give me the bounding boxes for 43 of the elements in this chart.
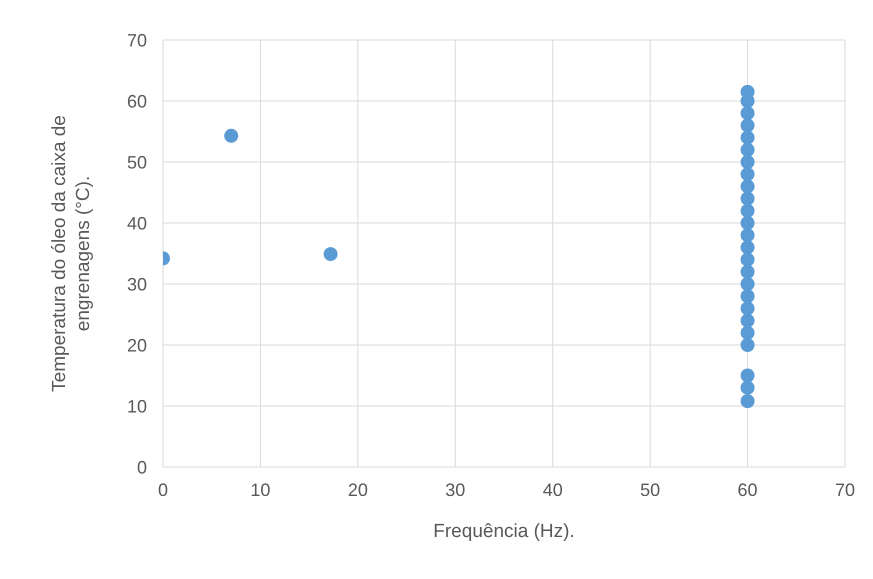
- point: [740, 380, 755, 395]
- x-tick-label: 60: [738, 480, 758, 500]
- point: [740, 326, 755, 340]
- point: [740, 130, 755, 145]
- y-tick-label: 10: [126, 396, 147, 416]
- y-tick-label: 40: [126, 213, 147, 234]
- point: [740, 179, 755, 194]
- x-tick-label: 20: [348, 480, 368, 500]
- point: [740, 167, 755, 182]
- point: [740, 394, 755, 408]
- point: [740, 264, 755, 279]
- point: [740, 252, 755, 267]
- x-tick-label: 0: [158, 480, 168, 500]
- y-tick-label: 30: [126, 274, 147, 294]
- y-tick-label: 50: [126, 152, 147, 172]
- y-tick-label: 20: [126, 335, 147, 356]
- point: [224, 128, 238, 143]
- y-axis-title: Temperatura do óleo da caixa de engrenagens (°C).: [49, 115, 94, 392]
- point: [740, 301, 755, 316]
- x-tick-label: 70: [834, 480, 856, 500]
- point: [740, 216, 755, 230]
- x-tick-label: 50: [640, 480, 660, 500]
- y-tick-label: 0: [136, 457, 147, 478]
- point: [740, 368, 755, 382]
- point: [740, 228, 755, 242]
- x-axis-title: Frequência (Hz).: [433, 521, 575, 542]
- point: [740, 142, 755, 157]
- x-tick-label: 40: [542, 480, 563, 500]
- point: [740, 277, 755, 291]
- point: [740, 106, 755, 120]
- point: [740, 314, 755, 328]
- point: [740, 204, 755, 218]
- point: [740, 289, 755, 304]
- x-tick-label: 30: [445, 480, 466, 500]
- point: [740, 118, 755, 132]
- point: [324, 247, 338, 262]
- point: [740, 338, 755, 352]
- point: [740, 240, 755, 254]
- y-tick-label: 70: [126, 30, 147, 50]
- y-tick-label: 60: [126, 91, 147, 112]
- point: [740, 155, 755, 169]
- x-tick-label: 10: [250, 480, 270, 500]
- point: [740, 192, 755, 206]
